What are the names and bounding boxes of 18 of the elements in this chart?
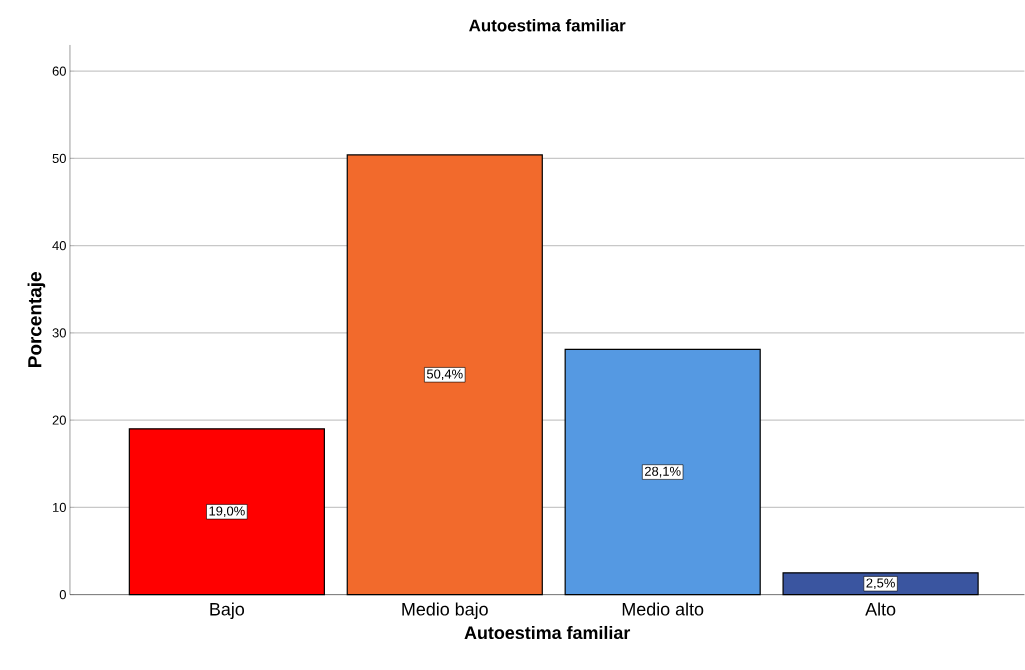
y-tick-label: 60 xyxy=(52,66,66,76)
x-tick-label: Alto xyxy=(865,602,896,616)
y-tick-label: 20 xyxy=(52,415,66,425)
data-label: 28,1% xyxy=(644,466,681,478)
data-label: 19,0% xyxy=(209,506,245,518)
y-tick-label: 30 xyxy=(52,328,66,338)
data-label: 2,5% xyxy=(866,578,895,590)
y-tick-label: 50 xyxy=(52,154,66,164)
x-tick-label: Medio bajo xyxy=(402,602,488,620)
x-tick-label: Bajo xyxy=(210,602,245,620)
y-tick-label: 0 xyxy=(59,590,66,600)
data-label: 50,4% xyxy=(426,369,463,381)
chart-title: Autoestima familiar xyxy=(469,19,626,32)
x-axis-title: Autoestima familiar xyxy=(464,626,631,640)
y-tick-label: 40 xyxy=(52,241,66,251)
x-tick-label: Medio alto xyxy=(622,602,704,616)
y-axis-title: Porcentaje xyxy=(27,272,46,368)
y-tick-label: 10 xyxy=(53,503,66,513)
